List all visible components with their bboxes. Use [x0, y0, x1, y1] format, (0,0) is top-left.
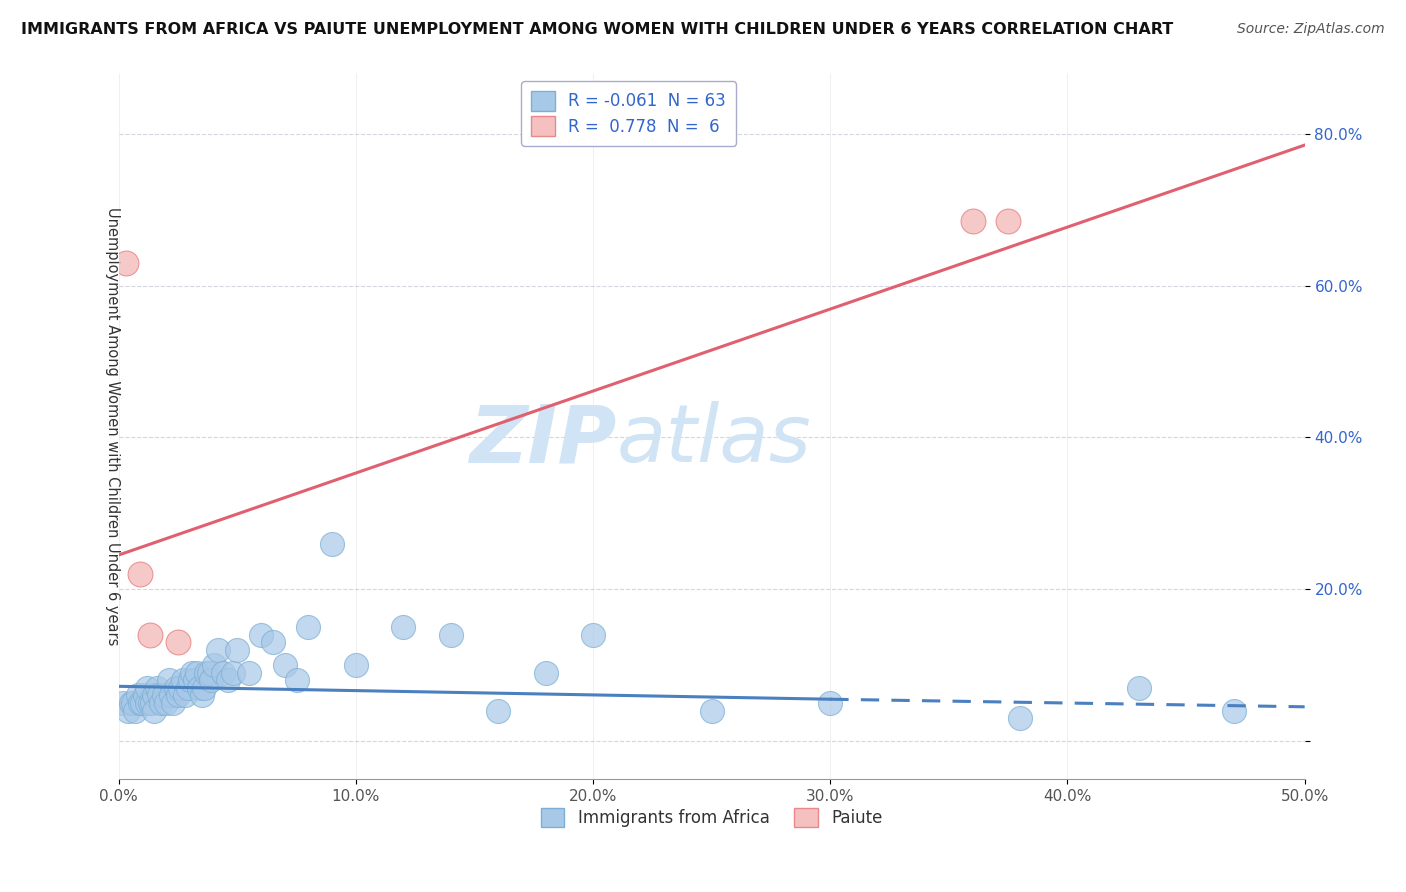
Point [250, 628, 273, 642]
Point [150, 696, 173, 710]
Point [148, 689, 170, 703]
Point [122, 696, 145, 710]
Point [176, 681, 198, 695]
Point [129, 566, 152, 581]
Point [138, 628, 160, 642]
Point [124, 704, 146, 718]
Point [120, 696, 142, 710]
Point [145, 681, 167, 695]
Point [117, 704, 139, 718]
Point [134, 689, 156, 703]
Point [321, 536, 343, 550]
Point [186, 665, 208, 680]
Point [127, 689, 149, 703]
Point [221, 665, 243, 680]
Point [700, 704, 723, 718]
Point [174, 689, 197, 703]
Text: ZIP: ZIP [470, 401, 617, 479]
Point [172, 673, 194, 688]
Legend: Immigrants from Africa, Paiute: Immigrants from Africa, Paiute [534, 802, 889, 834]
Point [1222, 704, 1244, 718]
Point [141, 696, 163, 710]
Point [136, 681, 159, 695]
Point [962, 214, 984, 228]
Point [217, 673, 239, 688]
Point [207, 643, 229, 657]
Point [238, 665, 260, 680]
Point [486, 704, 509, 718]
Text: atlas: atlas [617, 401, 811, 479]
Point [212, 665, 235, 680]
Point [202, 658, 225, 673]
Point [198, 665, 221, 680]
Point [188, 681, 211, 695]
Point [195, 665, 218, 680]
Point [193, 681, 215, 695]
Point [162, 696, 184, 710]
Point [440, 628, 463, 642]
Point [297, 620, 319, 634]
Point [160, 689, 183, 703]
Point [169, 681, 191, 695]
Point [136, 696, 159, 710]
Point [344, 658, 367, 673]
Point [534, 665, 557, 680]
Point [262, 635, 284, 649]
Point [131, 696, 153, 710]
Point [179, 673, 201, 688]
Point [226, 643, 249, 657]
Point [285, 673, 308, 688]
Point [200, 673, 222, 688]
Point [183, 673, 205, 688]
Point [112, 696, 135, 710]
Point [820, 696, 842, 710]
Text: Source: ZipAtlas.com: Source: ZipAtlas.com [1237, 22, 1385, 37]
Point [190, 689, 212, 703]
Point [129, 696, 152, 710]
Point [1128, 681, 1150, 695]
Point [167, 689, 190, 703]
Point [181, 665, 204, 680]
Point [143, 689, 166, 703]
Point [115, 256, 138, 270]
Point [153, 689, 176, 703]
Point [582, 628, 605, 642]
Text: IMMIGRANTS FROM AFRICA VS PAIUTE UNEMPLOYMENT AMONG WOMEN WITH CHILDREN UNDER 6 : IMMIGRANTS FROM AFRICA VS PAIUTE UNEMPLO… [21, 22, 1174, 37]
Point [392, 620, 415, 634]
Point [157, 673, 180, 688]
Point [155, 696, 177, 710]
Point [997, 214, 1019, 228]
Point [274, 658, 297, 673]
Point [1008, 711, 1031, 725]
Y-axis label: Unemployment Among Women with Children Under 6 years: Unemployment Among Women with Children U… [105, 207, 120, 645]
Point [165, 681, 187, 695]
Point [167, 635, 190, 649]
Point [143, 704, 166, 718]
Point [138, 696, 160, 710]
